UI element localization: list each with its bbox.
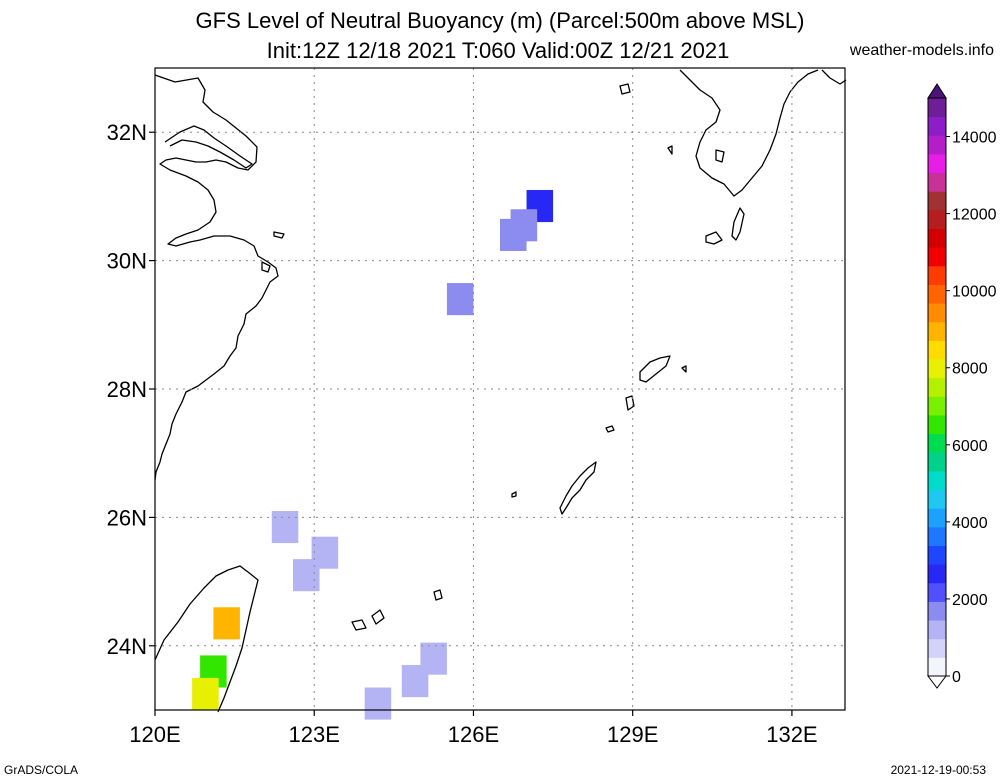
colorbar-swatch xyxy=(928,489,946,509)
map-subtitle: Init:12Z 12/18 2021 T:060 Valid:00Z 12/2… xyxy=(266,38,730,63)
colorbar-swatch xyxy=(928,452,946,472)
colorbar-swatch xyxy=(928,153,946,174)
data-cells xyxy=(192,189,554,720)
lon-tick-label: 129E xyxy=(607,722,658,747)
colorbar-swatch xyxy=(928,303,946,323)
colorbar-label: 4000 xyxy=(952,515,988,532)
colorbar-swatch xyxy=(928,601,946,621)
map-title: GFS Level of Neutral Buoyancy (m) (Parce… xyxy=(195,8,805,33)
colorbar-swatch xyxy=(928,620,946,640)
colorbar-label: 0 xyxy=(952,669,961,686)
colorbar-swatch xyxy=(928,396,946,416)
colorbar-swatch xyxy=(928,116,946,136)
colorbar-swatch xyxy=(928,284,946,304)
colorbar-swatch xyxy=(928,657,946,677)
colorbar-label: 8000 xyxy=(952,361,988,378)
colorbar-swatch xyxy=(928,228,946,248)
colorbar-swatch xyxy=(928,172,946,192)
colorbar-swatch xyxy=(928,638,946,658)
colorbar-swatch xyxy=(928,265,946,285)
lon-tick-label: 132E xyxy=(766,722,817,747)
map-frame xyxy=(154,67,846,711)
island-shape xyxy=(273,231,285,239)
colorbar-swatch xyxy=(928,433,946,453)
colorbar: 0 2000 4000 6000 8000 10000 12000 14000 xyxy=(927,83,997,689)
island-shape xyxy=(681,365,687,373)
china-coastline xyxy=(154,74,279,481)
lon-tick-label: 120E xyxy=(129,722,180,747)
island-shape xyxy=(261,261,271,273)
island-shape xyxy=(371,609,385,625)
colorbar-swatch xyxy=(928,209,946,230)
data-cell xyxy=(192,677,219,710)
island-shape xyxy=(625,395,635,411)
colorbar-outline xyxy=(927,97,947,677)
taiwan-coastline xyxy=(154,565,259,713)
lat-tick-label: 28N xyxy=(107,377,147,402)
island-shape xyxy=(705,231,723,245)
colorbar-swatch xyxy=(928,191,946,211)
colorbar-swatch xyxy=(928,135,946,155)
colorbar-min-arrow xyxy=(927,675,947,689)
data-cell xyxy=(271,510,299,544)
footer-software: GrADS/COLA xyxy=(4,763,79,777)
island-shape xyxy=(731,207,745,241)
data-cell xyxy=(293,559,320,592)
colorbar-label: 2000 xyxy=(952,592,988,609)
colorbar-swatch xyxy=(928,470,946,491)
colorbar-swatch xyxy=(928,508,946,528)
island-shape xyxy=(511,491,517,498)
colorbar-swatch xyxy=(928,359,946,379)
credit-label: weather-models.info xyxy=(849,42,994,59)
colorbar-swatch xyxy=(928,98,946,118)
colorbar-swatch xyxy=(928,247,946,267)
colorbar-swatch xyxy=(928,377,946,397)
colorbar-swatch xyxy=(928,340,946,360)
lat-tick-label: 30N xyxy=(107,249,147,274)
colorbar-label: 14000 xyxy=(952,130,997,147)
colorbar-swatch xyxy=(928,414,946,435)
latitude-labels: 24N 26N 28N 30N 32N xyxy=(107,120,147,659)
data-cell xyxy=(500,218,527,251)
kyushu-coastline xyxy=(679,69,819,197)
colorbar-max-arrow xyxy=(927,83,947,99)
longitude-labels: 120E 123E 126E 129E 132E xyxy=(129,722,817,747)
colorbar-swatch xyxy=(928,564,946,584)
colorbar-label: 12000 xyxy=(952,207,997,224)
data-cell xyxy=(446,283,474,316)
lat-tick-label: 32N xyxy=(107,120,147,145)
colorbar-label: 10000 xyxy=(952,284,997,301)
island-shape xyxy=(605,425,615,433)
data-cell xyxy=(364,687,392,720)
island-shape xyxy=(619,83,631,95)
data-cell xyxy=(401,665,429,698)
colorbar-swatch xyxy=(928,582,946,602)
coastlines xyxy=(154,69,847,713)
island-shape xyxy=(667,145,673,155)
colorbar-swatch xyxy=(928,526,946,546)
yangtze-estuary xyxy=(164,125,253,169)
graticule xyxy=(149,68,845,716)
colorbar-swatch xyxy=(928,545,946,565)
lat-tick-label: 24N xyxy=(107,634,147,659)
lon-tick-label: 123E xyxy=(289,722,340,747)
island-shape xyxy=(639,355,671,383)
lat-tick-label: 26N xyxy=(107,505,147,530)
island-shape xyxy=(559,461,597,515)
island-shape xyxy=(821,69,847,85)
colorbar-swatch xyxy=(928,321,946,341)
colorbar-label: 6000 xyxy=(952,438,988,455)
lon-tick-label: 126E xyxy=(448,722,499,747)
data-cell xyxy=(213,607,240,640)
footer-timestamp: 2021-12-19-00:53 xyxy=(890,763,986,777)
island-shape xyxy=(433,589,443,601)
island-shape xyxy=(715,149,725,163)
island-shape xyxy=(351,619,367,631)
